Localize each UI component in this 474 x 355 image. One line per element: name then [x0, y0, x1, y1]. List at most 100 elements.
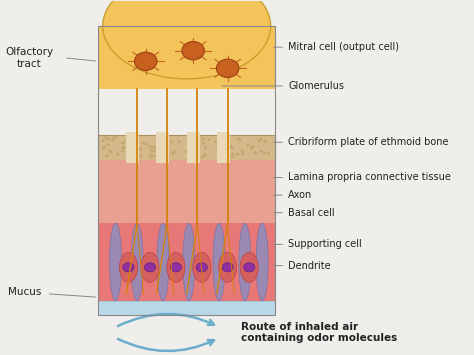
FancyBboxPatch shape [187, 132, 200, 163]
Circle shape [188, 142, 191, 145]
Circle shape [263, 151, 266, 154]
Circle shape [104, 136, 108, 139]
Circle shape [106, 143, 109, 146]
Circle shape [230, 155, 234, 158]
Circle shape [154, 146, 157, 149]
Circle shape [123, 263, 134, 272]
Circle shape [112, 137, 115, 140]
Circle shape [141, 141, 144, 144]
Circle shape [224, 143, 227, 146]
Circle shape [153, 150, 156, 153]
Circle shape [152, 146, 155, 148]
Circle shape [173, 151, 177, 153]
Circle shape [155, 154, 158, 157]
Circle shape [254, 152, 257, 154]
Circle shape [170, 141, 173, 143]
Circle shape [162, 136, 165, 139]
Circle shape [251, 145, 255, 148]
Ellipse shape [119, 252, 137, 282]
Circle shape [217, 59, 239, 77]
Circle shape [153, 146, 157, 148]
Circle shape [170, 263, 182, 272]
Circle shape [150, 153, 153, 156]
Circle shape [202, 142, 205, 144]
Circle shape [125, 146, 128, 149]
Circle shape [145, 263, 155, 272]
Text: Axon: Axon [273, 190, 312, 200]
Circle shape [171, 152, 174, 155]
Circle shape [203, 153, 207, 156]
Circle shape [110, 138, 114, 141]
Text: Cribriform plate of ethmoid bone: Cribriform plate of ethmoid bone [273, 137, 448, 147]
Circle shape [102, 140, 105, 142]
Circle shape [237, 138, 240, 141]
Circle shape [156, 155, 160, 158]
Text: Mucus: Mucus [8, 287, 42, 297]
Ellipse shape [213, 223, 225, 301]
Circle shape [135, 146, 138, 149]
Circle shape [229, 145, 232, 148]
Text: Dendrite: Dendrite [273, 261, 331, 271]
Ellipse shape [109, 223, 121, 301]
Circle shape [263, 140, 267, 142]
Ellipse shape [167, 252, 185, 282]
Circle shape [201, 156, 204, 159]
Circle shape [166, 151, 170, 154]
Circle shape [220, 141, 223, 144]
Circle shape [222, 263, 233, 272]
Circle shape [121, 146, 125, 149]
Circle shape [246, 143, 249, 146]
Circle shape [208, 138, 211, 141]
Circle shape [250, 147, 254, 149]
Ellipse shape [183, 223, 195, 301]
Circle shape [201, 137, 205, 140]
Circle shape [236, 153, 239, 155]
Circle shape [240, 149, 244, 152]
Ellipse shape [239, 223, 251, 301]
Circle shape [127, 153, 130, 156]
Circle shape [109, 150, 112, 153]
Text: Lamina propria connective tissue: Lamina propria connective tissue [273, 173, 451, 182]
Circle shape [267, 152, 270, 154]
Circle shape [189, 148, 192, 151]
Circle shape [196, 263, 208, 272]
Circle shape [216, 147, 219, 150]
Ellipse shape [141, 252, 159, 282]
Circle shape [259, 138, 262, 141]
Circle shape [107, 137, 110, 140]
Circle shape [161, 154, 164, 157]
Circle shape [102, 146, 106, 149]
Circle shape [121, 149, 125, 152]
Circle shape [182, 42, 204, 60]
Ellipse shape [103, 0, 271, 79]
Circle shape [105, 154, 109, 157]
Circle shape [113, 136, 117, 139]
Circle shape [139, 155, 143, 158]
FancyBboxPatch shape [98, 26, 275, 89]
FancyBboxPatch shape [217, 132, 230, 163]
FancyBboxPatch shape [126, 132, 139, 163]
Circle shape [203, 146, 207, 149]
Ellipse shape [193, 252, 211, 282]
Circle shape [121, 142, 125, 144]
Text: Supporting cell: Supporting cell [273, 239, 362, 250]
Circle shape [184, 151, 188, 153]
Ellipse shape [131, 223, 143, 301]
Circle shape [149, 156, 152, 159]
Circle shape [148, 145, 152, 148]
Circle shape [139, 148, 143, 151]
Circle shape [116, 153, 119, 155]
Text: Route of inhaled air
containing odor molecules: Route of inhaled air containing odor mol… [241, 322, 397, 343]
Circle shape [150, 149, 154, 152]
Circle shape [131, 153, 135, 155]
Circle shape [230, 146, 234, 149]
Circle shape [145, 143, 148, 146]
Circle shape [135, 52, 157, 70]
Circle shape [193, 153, 196, 155]
Circle shape [259, 150, 263, 153]
Circle shape [238, 138, 242, 141]
Circle shape [231, 153, 234, 155]
Circle shape [204, 154, 207, 157]
Text: Basal cell: Basal cell [273, 208, 335, 218]
Ellipse shape [256, 223, 268, 301]
